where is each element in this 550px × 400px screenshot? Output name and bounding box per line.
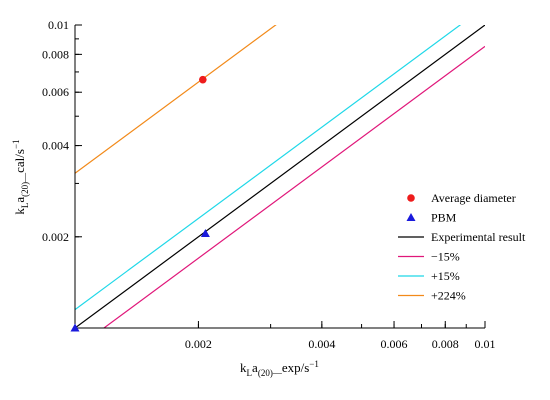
series-lines — [75, 25, 485, 328]
data-markers — [70, 75, 210, 332]
data-point-circle — [199, 75, 207, 84]
y-axis-title: kLa(20)—cal/s−1 — [11, 138, 30, 214]
y-tick-label: 0.004 — [42, 139, 69, 153]
x-tick-label: 0.008 — [432, 337, 459, 351]
x-tick-label: 0.002 — [185, 337, 212, 351]
x-tick-label: 0.01 — [475, 337, 496, 351]
y-tick-label: 0.01 — [48, 18, 69, 32]
y-tick-label: 0.008 — [42, 47, 69, 61]
legend-label: −15% — [431, 250, 460, 264]
series-line — [102, 45, 485, 328]
axes — [74, 24, 486, 329]
x-axis-title: kLa(20)—exp/s−1 — [240, 359, 320, 378]
legend-label: Experimental result — [431, 230, 526, 244]
series-line — [75, 25, 462, 311]
x-tick-label: 0.004 — [308, 337, 335, 351]
legend-label: PBM — [431, 211, 457, 225]
legend-label: +224% — [431, 289, 466, 303]
axis-labels: 0.002 0.004 0.006 0.008 0.01 0.002 0.004 0.006 0… — [11, 18, 496, 378]
series-line — [75, 25, 277, 174]
legend-marker-triangle — [406, 213, 416, 221]
data-point-triangle — [70, 323, 80, 332]
x-tick-label: 0.006 — [381, 337, 408, 351]
legend-marker-circle — [407, 194, 415, 202]
legend: Average diameter PBM Experimental result −1… — [398, 191, 526, 303]
y-tick-label: 0.002 — [42, 230, 69, 244]
legend-label: Average diameter — [431, 191, 516, 205]
data-point-triangle — [200, 229, 210, 238]
legend-label: +15% — [431, 269, 460, 283]
series-line — [75, 25, 485, 328]
y-tick-label: 0.006 — [42, 85, 69, 99]
